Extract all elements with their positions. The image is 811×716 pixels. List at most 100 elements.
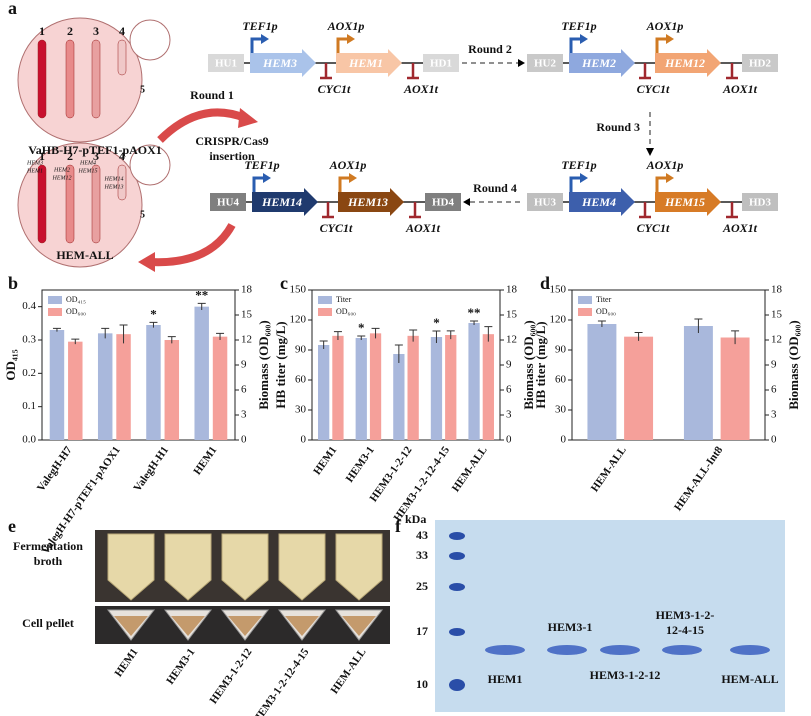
panel-label: a (8, 0, 17, 18)
y2-tick-label: 3 (506, 409, 512, 421)
error-bar (216, 332, 225, 340)
significance: ** (195, 287, 208, 302)
lane-label: HEM-ALL (721, 672, 778, 686)
terminator-label: CYC1t (637, 82, 670, 96)
promoter-label: TEF1p (242, 19, 277, 33)
y2-tick-label: 15 (771, 309, 783, 321)
chromosome (37, 39, 47, 119)
round-arrow (157, 108, 247, 143)
arrow-head (646, 148, 654, 156)
gene-arrow (569, 49, 635, 77)
gene-arrow (336, 49, 402, 77)
terminator (322, 202, 334, 219)
row-label: Fermentation broth (13, 539, 83, 568)
protein-band (547, 645, 587, 655)
error-bar (484, 326, 493, 342)
y2-tick-label: 12 (506, 334, 517, 346)
y-tick-label: 0.3 (22, 334, 36, 346)
chromosome (117, 39, 127, 76)
gene-label: HEM4 (581, 195, 616, 209)
bar (318, 345, 330, 440)
arrow-head (138, 252, 155, 272)
bar (720, 337, 750, 440)
promoter-label: TEF1p (244, 158, 279, 172)
y-tick-label: 150 (550, 284, 567, 296)
panel-label: e (8, 516, 16, 536)
promoter-head (580, 173, 588, 183)
unit-label: kDa (405, 512, 426, 526)
y2-tick-label: 0 (506, 434, 512, 446)
panel-label: b (8, 273, 18, 293)
homology-arm (527, 54, 563, 72)
gene-arrow (655, 188, 721, 216)
bar (194, 306, 209, 440)
homology-arm (423, 54, 459, 72)
arm-label: HU4 (217, 197, 240, 209)
chromosome (117, 164, 127, 201)
y2-tick-label: 6 (771, 384, 777, 396)
x-tick-label: ValegH-H7 (35, 444, 75, 494)
error-bar (119, 324, 128, 344)
legend-swatch (318, 308, 332, 316)
error-bar (167, 336, 176, 344)
round-label: Round 4 (473, 181, 517, 195)
arm-label: HU2 (534, 58, 557, 70)
legend-label: Titer (336, 295, 352, 304)
sample-label: HEM3-1-2-12-4-15 (251, 646, 312, 716)
pellet (228, 616, 262, 636)
promoter-label: TEF1p (561, 158, 596, 172)
chromosome-number: 1 (39, 149, 45, 163)
y-tick-label: 30 (555, 404, 567, 416)
arm-label: HD2 (749, 58, 772, 70)
terminator (320, 63, 332, 80)
homology-arm (527, 193, 563, 211)
arrow-head (463, 198, 470, 206)
legend-label: Titer (596, 295, 612, 304)
sample-label: HEM-ALL (329, 646, 369, 696)
chromosome-number: 3 (93, 24, 99, 38)
marker-band (449, 583, 465, 591)
sample-label: HEM3-1-2-12 (208, 646, 255, 706)
lane-label: HEM3-1 (548, 620, 593, 634)
chromosome-number: 3 (93, 149, 99, 163)
promoter (250, 37, 262, 53)
protein-band (485, 645, 525, 655)
bud (129, 144, 171, 186)
error-bar (333, 331, 342, 340)
chromosome-number: 5 (140, 84, 145, 95)
terminator (639, 202, 651, 219)
bar (146, 325, 161, 440)
error-bar (149, 321, 158, 328)
round-label: Round 2 (468, 42, 512, 56)
promoter (336, 37, 348, 53)
lane-label: HEM1 (488, 672, 523, 686)
chromosome (65, 164, 75, 244)
terminator (409, 202, 421, 219)
gene-label: HEM1 (348, 56, 383, 70)
gene-label: HEM13 (347, 195, 388, 209)
error-bar (197, 302, 206, 310)
error-bar (71, 338, 80, 345)
x-tick-label: HEM-ALL (450, 444, 490, 494)
protein-band (730, 645, 770, 655)
bar (468, 323, 480, 440)
error-bar (731, 330, 740, 345)
y2-tick-label: 15 (506, 309, 518, 321)
error-bar (52, 327, 61, 332)
marker-band (449, 628, 465, 636)
pellet (171, 616, 205, 636)
chromosome (91, 39, 101, 119)
promoter-label: TEF1p (561, 19, 596, 33)
y2-tick-label: 15 (241, 309, 253, 321)
chromosome-number: 2 (67, 24, 73, 38)
cell (17, 142, 143, 268)
cell (17, 17, 143, 143)
significance: ** (468, 305, 481, 320)
error-bar (409, 329, 418, 342)
error-bar (101, 327, 110, 339)
y-tick-label: 90 (555, 344, 567, 356)
bar (683, 326, 713, 440)
round-label: Round 1 (190, 88, 234, 102)
pellet (342, 616, 376, 636)
promoter (338, 176, 350, 192)
